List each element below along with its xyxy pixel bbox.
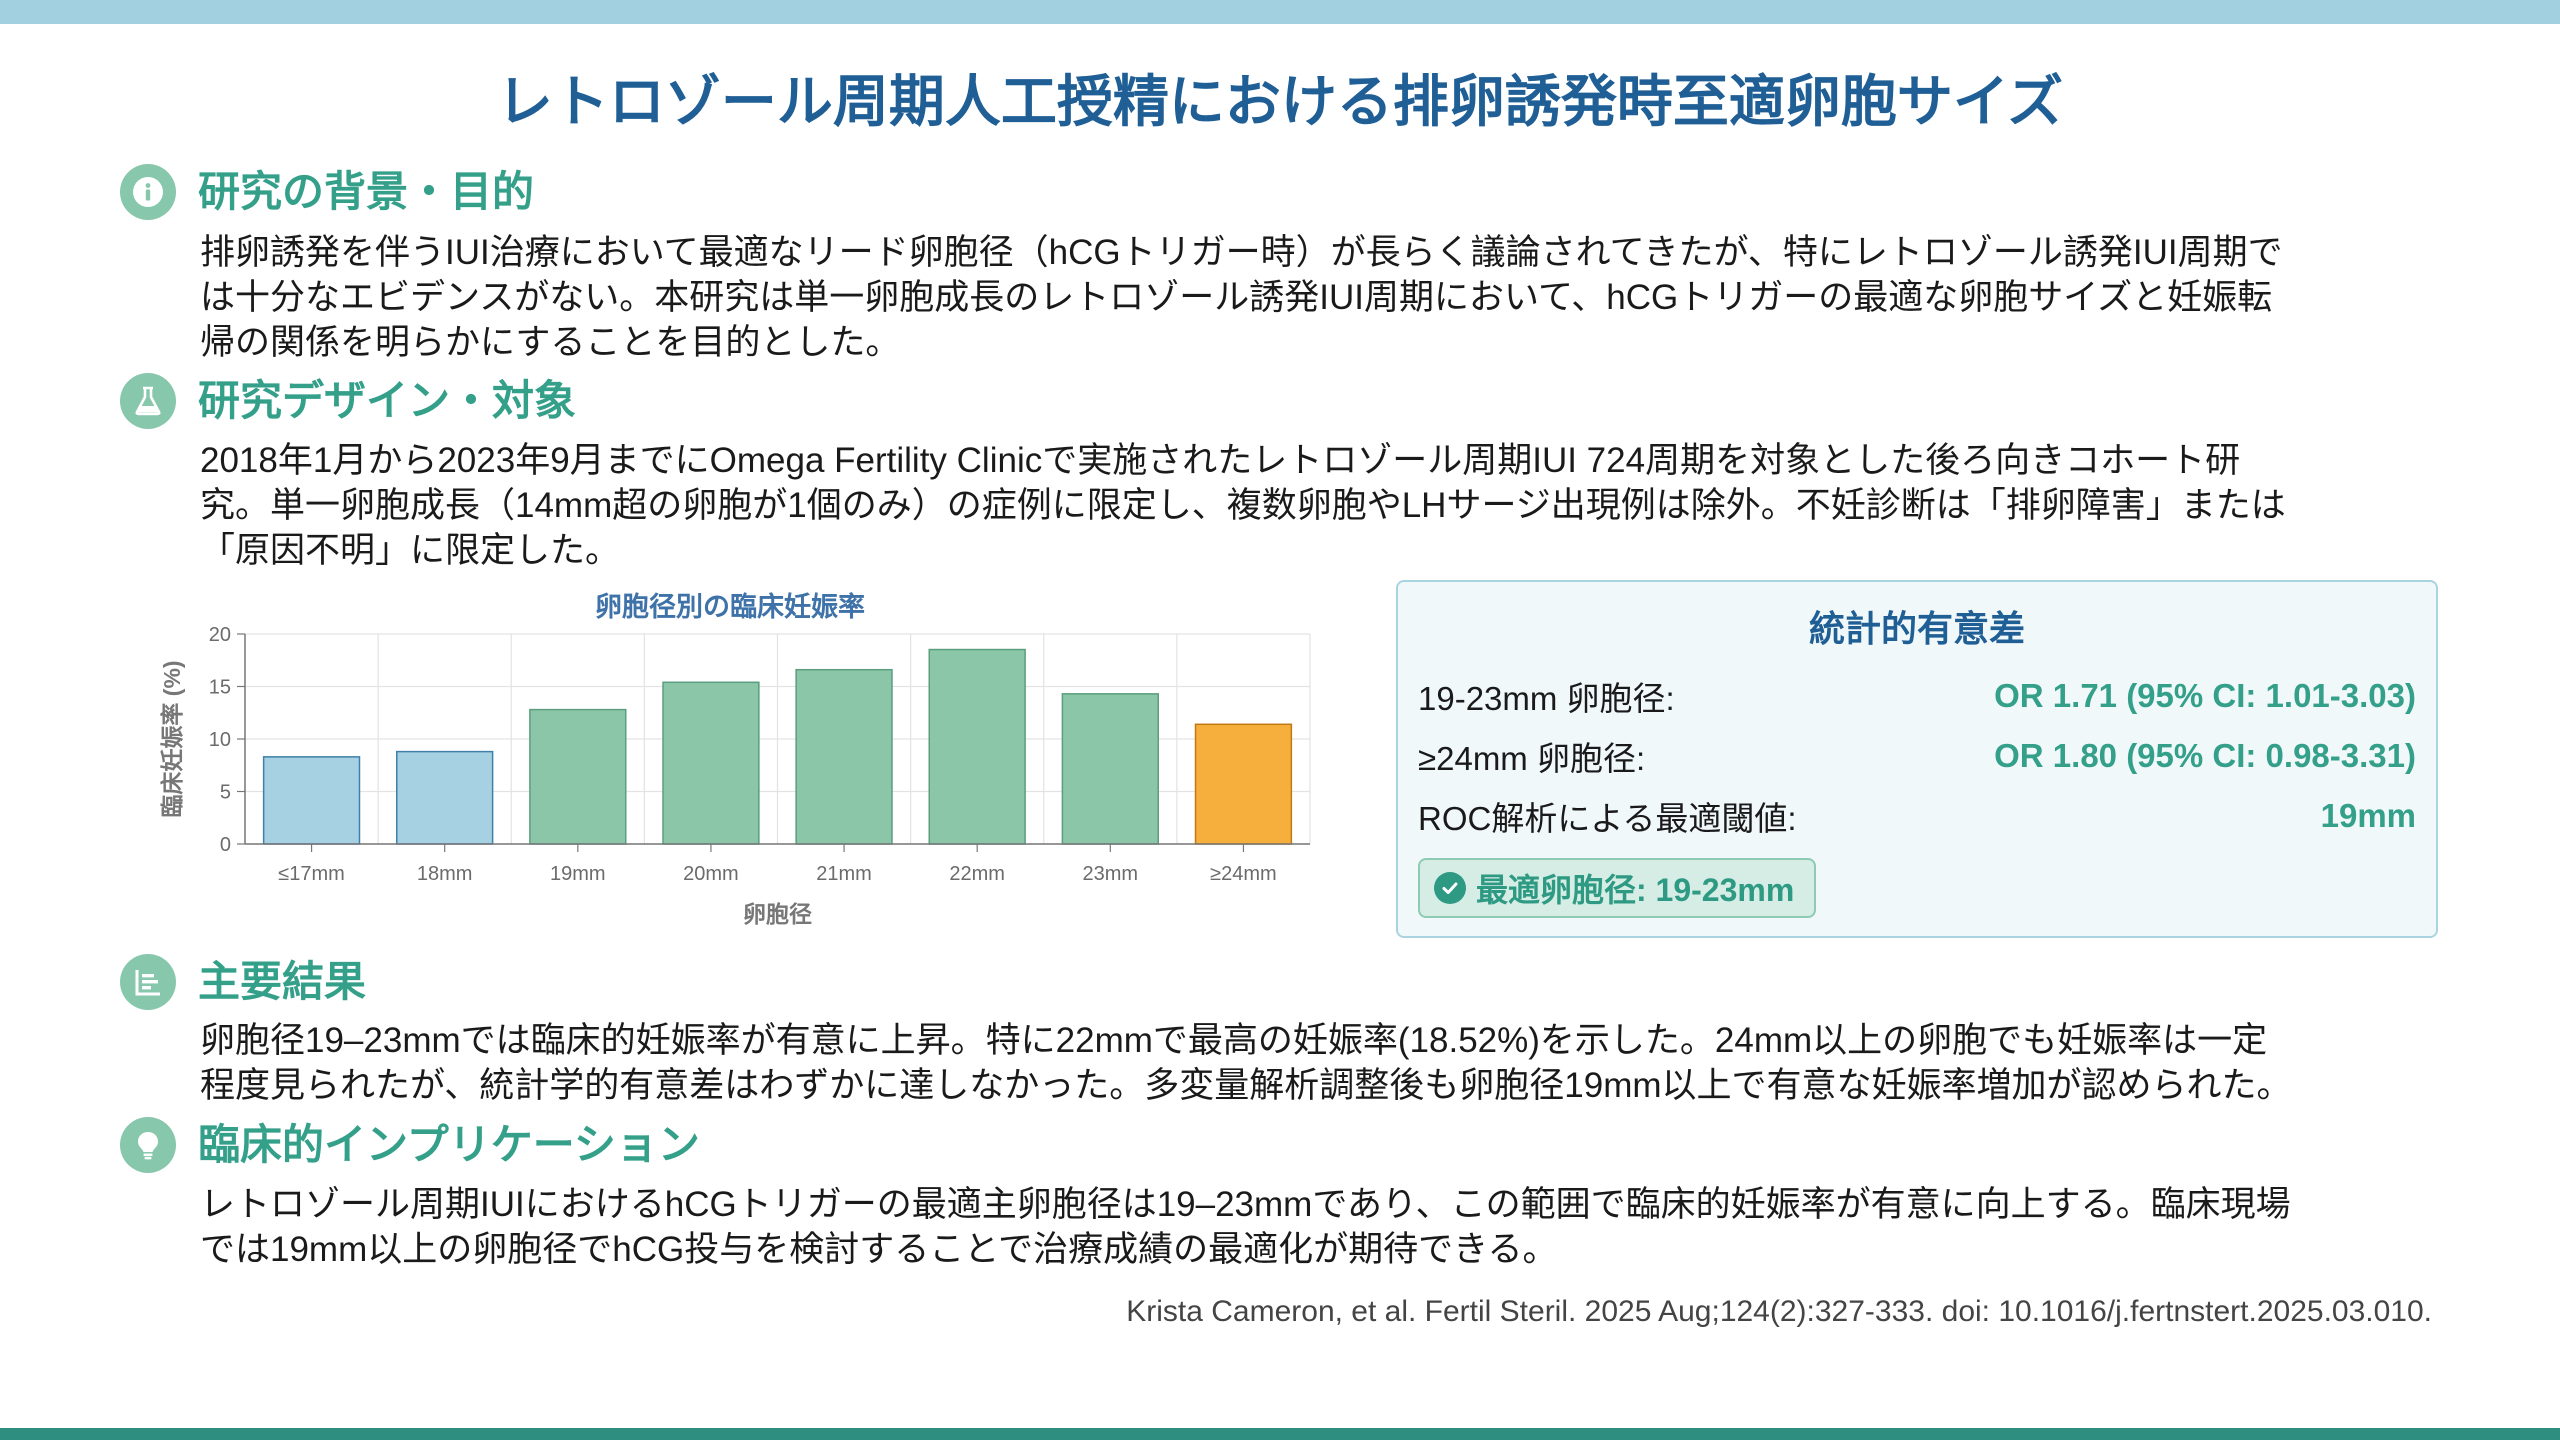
y-tick-label: 15: [209, 677, 231, 699]
section-implication-header: 臨床的インプリケーション: [120, 1113, 700, 1177]
section-background-text: 排卵誘発を伴うIUI治療において最適なリード卵胞径（hCGトリガー時）が長らく議…: [200, 230, 2440, 365]
section-results-text: 卵胞径19–23mmでは臨床的妊娠率が有意に上昇。特に22mmで最高の妊娠率(1…: [200, 1018, 2440, 1108]
x-tick-label: 23mm: [1083, 863, 1139, 885]
lightbulb-icon: [120, 1117, 176, 1173]
chart-icon: [120, 954, 176, 1010]
text-line: 排卵誘発を伴うIUI治療において最適なリード卵胞径（hCGトリガー時）が長らく議…: [200, 233, 2283, 272]
stat-value: OR 1.80 (95% CI: 0.98-3.31): [1994, 737, 2416, 774]
text-line: 卵胞径19–23mmでは臨床的妊娠率が有意に上昇。特に22mmで最高の妊娠率(1…: [200, 1021, 2268, 1060]
x-tick-label: 21mm: [816, 863, 872, 885]
bar-chart-svg: 卵胞径別の臨床妊娠率 0 5 10 15 20 ≤17mm 18mm 19mm 20mm 21mm…: [159, 591, 1311, 927]
x-axis-title: 卵胞径: [743, 901, 812, 927]
y-tick-label: 10: [209, 729, 231, 751]
text-line: レトロゾール周期IUIにおけるhCGトリガーの最適主卵胞径は19–23mmであり…: [200, 1185, 2291, 1224]
section-design-title: 研究デザイン・対象: [198, 377, 577, 424]
stat-row: 19-23mm 卵胞径: OR 1.71 (95% CI: 1.01-3.03): [1418, 672, 2416, 720]
info-icon: [120, 164, 176, 220]
chart-title: 卵胞径別の臨床妊娠率: [595, 591, 865, 622]
follicle-size-pregnancy-chart: 卵胞径別の臨床妊娠率 0 5 10 15 20 ≤17mm 18mm 19mm 20mm 21mm…: [150, 582, 1320, 942]
chart-ticks: 0 5 10 15 20 ≤17mm 18mm 19mm 20mm 21mm 22mm 23mm ≥24…: [209, 624, 1277, 885]
text-line: では19mm以上の卵胞径でhCG投与を検討することで治療成績の最適化が期待できる…: [200, 1230, 1558, 1269]
y-axis-title: 臨床妊娠率 (%): [159, 660, 185, 817]
bar-18mm: [396, 750, 494, 845]
top-accent-bar: [0, 0, 2560, 24]
stat-label: ROC解析による最適閾値:: [1418, 800, 1797, 837]
bar-19mm: [529, 708, 627, 845]
text-line: 「原因不明」に限定した。: [200, 531, 621, 570]
stats-panel-title: 統計的有意差: [1808, 608, 2025, 649]
text-line: 程度見られたが、統計学的有意差はわずかに達しなかった。多変量解析調整後も卵胞径1…: [200, 1066, 2292, 1105]
bottom-accent-bar: [0, 1428, 2560, 1440]
x-tick-label: 22mm: [949, 863, 1005, 885]
x-tick-label: 18mm: [417, 863, 473, 885]
bar-20mm: [662, 681, 760, 845]
y-tick-label: 5: [220, 782, 231, 804]
stat-label: 19-23mm 卵胞径:: [1418, 680, 1675, 717]
bar-≥24mm: [1194, 723, 1293, 845]
text-line: は十分なエビデンスがない。本研究は単一卵胞成長のレトロゾール誘発IUI周期におい…: [200, 278, 2273, 317]
flask-icon: [120, 373, 176, 429]
x-tick-label: 19mm: [550, 863, 606, 885]
text-line: 2018年1月から2023年9月までにOmega Fertility Clini…: [200, 441, 2241, 480]
section-results-title: 主要結果: [198, 958, 367, 1005]
section-implication-text: レトロゾール周期IUIにおけるhCGトリガーの最適主卵胞径は19–23mmであり…: [200, 1182, 2440, 1272]
x-tick-label: 20mm: [683, 863, 739, 885]
statistical-significance-panel: 統計的有意差 19-23mm 卵胞径: OR 1.71 (95% CI: 1.0…: [1396, 580, 2438, 938]
bar-≤17mm: [262, 756, 361, 845]
section-implication-title: 臨床的インプリケーション: [198, 1121, 700, 1168]
stat-row: ≥24mm 卵胞径: OR 1.80 (95% CI: 0.98-3.31): [1418, 732, 2416, 780]
section-design-header: 研究デザイン・対象: [120, 369, 576, 433]
section-results-header: 主要結果: [120, 950, 366, 1014]
text-line: 帰の関係を明らかにすることを目的とした。: [200, 323, 901, 362]
text-line: 究。単一卵胞成長（14mm超の卵胞が1個のみ）の症例に限定し、複数卵胞やLHサー…: [200, 486, 2286, 525]
section-background-title: 研究の背景・目的: [198, 168, 535, 215]
x-tick-label: ≥24mm: [1210, 863, 1277, 885]
y-tick-label: 20: [209, 624, 231, 646]
page-title: レトロゾール周期人工授精における排卵誘発時至適卵胞サイズ: [496, 70, 2064, 133]
bar-23mm: [1061, 693, 1159, 845]
bar-21mm: [795, 668, 893, 845]
check-circle-icon: [1434, 872, 1466, 904]
citation: Krista Cameron, et al. Fertil Steril. 20…: [1126, 1295, 2432, 1328]
stat-value: 19mm: [2320, 797, 2416, 834]
stat-value: OR 1.71 (95% CI: 1.01-3.03): [1994, 677, 2416, 714]
stat-row: ROC解析による最適閾値: 19mm: [1418, 792, 2416, 840]
stat-label: ≥24mm 卵胞径:: [1418, 740, 1646, 777]
section-background-header: 研究の背景・目的: [120, 160, 534, 224]
y-tick-label: 0: [220, 834, 231, 856]
section-design-text: 2018年1月から2023年9月までにOmega Fertility Clini…: [200, 438, 2440, 573]
x-tick-label: ≤17mm: [278, 863, 345, 885]
badge-label: 最適卵胞径: 19-23mm: [1476, 872, 1795, 908]
bar-22mm: [928, 648, 1026, 845]
optimal-size-badge: 最適卵胞径: 19-23mm: [1418, 858, 1817, 918]
chart-bars: [262, 648, 1293, 845]
